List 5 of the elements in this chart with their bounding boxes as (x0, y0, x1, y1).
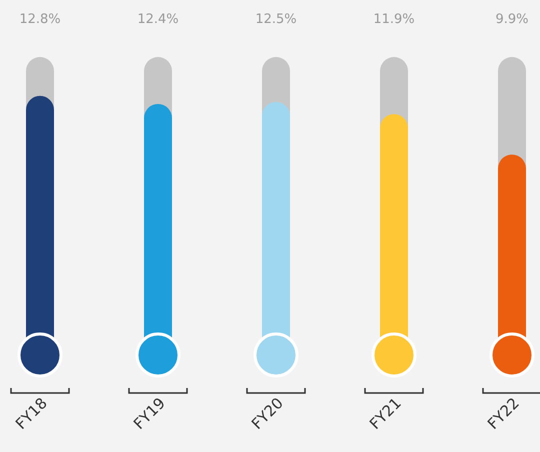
data-label: 12.5% (255, 12, 297, 27)
data-label: 12.8% (19, 12, 61, 27)
data-label: 11.9% (373, 12, 415, 27)
data-label: 9.9% (495, 12, 529, 27)
data-label: 12.4% (137, 12, 179, 27)
